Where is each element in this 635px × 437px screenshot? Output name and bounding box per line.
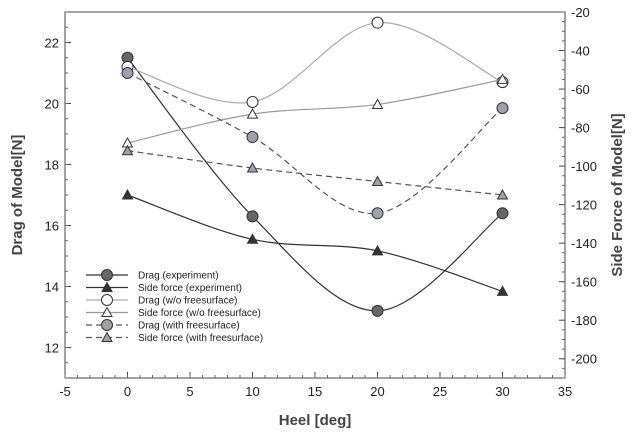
series-2 [121,16,509,108]
legend-label-2: Drag (w/o freesurface) [138,296,237,307]
y-right-tick-label: -60 [571,82,590,97]
series-4-point-2 [371,207,384,220]
y-right-tick-label: -140 [571,236,597,251]
legend-3-point-legend [101,306,113,317]
series-line-5 [127,150,503,196]
y-right-tick-label: -100 [571,159,597,174]
series-3-point-3 [496,73,509,84]
series-4-point-0 [121,67,134,79]
x-tick-label: 20 [370,384,384,399]
y-axis-right-title: Side Force of Model[N] [609,113,626,276]
x-tick-label: 30 [495,384,509,399]
series-3 [121,73,509,148]
series-1-point-0 [121,188,134,200]
series-line-2 [127,22,503,104]
series-4 [121,67,509,220]
series-0 [121,51,509,317]
series-3-point-2 [371,98,384,109]
y-right-tick-label: -180 [571,313,597,328]
y-left-tick-label: 16 [45,219,59,234]
y-axis-left-title: Drag of Model[N] [9,135,26,256]
x-tick-label: 10 [245,384,259,399]
legend-5-point-legend [101,331,113,342]
legend-2-point-legend [101,294,113,306]
y-left-tick-label: 18 [45,158,59,173]
legend-label-0: Drag (experiment) [138,271,219,282]
series-line-1 [127,194,503,292]
legend-label-5: Side force (with freesurface) [138,333,263,344]
series-3-point-1 [246,108,259,119]
y-left-tick-label: 12 [45,341,59,356]
series-5-point-1 [246,162,259,173]
legend-4-point-legend [101,319,113,331]
y-right-tick-label: -20 [571,5,590,20]
series-4-point-3 [496,102,509,115]
series-2-point-1 [246,95,259,108]
legend-label-4: Drag (with freesurface) [138,321,240,332]
series-1 [121,188,509,296]
series-0-point-3 [496,207,509,220]
x-tick-label: 5 [186,384,193,399]
series-5 [121,144,509,200]
legend-label-3: Side force (w/o freesurface) [138,308,261,319]
legend-1-point-legend [101,281,113,292]
y-right-tick-label: -40 [571,44,590,59]
y-right-tick-label: -200 [571,352,597,367]
x-axis-title: Heel [deg] [279,412,352,429]
x-tick-label: 15 [308,384,322,399]
series-line-4 [127,72,503,214]
series-1-point-2 [371,244,384,256]
y-right-tick-label: -120 [571,198,597,213]
series-1-point-1 [246,233,259,244]
y-left-tick-label: 14 [45,280,59,295]
legend-label-1: Side force (experiment) [138,283,242,294]
legend-0-point-legend [101,269,113,281]
x-tick-label: 35 [558,384,572,399]
y-right-tick-label: -80 [571,121,590,136]
x-tick-label: -5 [59,384,71,399]
series-2-point-2 [371,16,384,29]
series-4-point-1 [246,131,259,144]
series-0-point-1 [246,210,259,223]
y-right-tick-label: -160 [571,275,597,290]
y-left-tick-label: 22 [45,36,59,51]
series-5-point-3 [496,188,509,200]
series-line-0 [127,57,503,312]
y-left-tick-label: 20 [45,97,59,112]
series-5-point-0 [121,144,134,156]
series-0-point-2 [371,304,384,317]
series-1-point-3 [496,285,509,296]
series-line-3 [127,78,503,144]
x-tick-label: 0 [124,384,131,399]
x-tick-label: 25 [433,384,447,399]
series-5-point-2 [371,175,384,187]
